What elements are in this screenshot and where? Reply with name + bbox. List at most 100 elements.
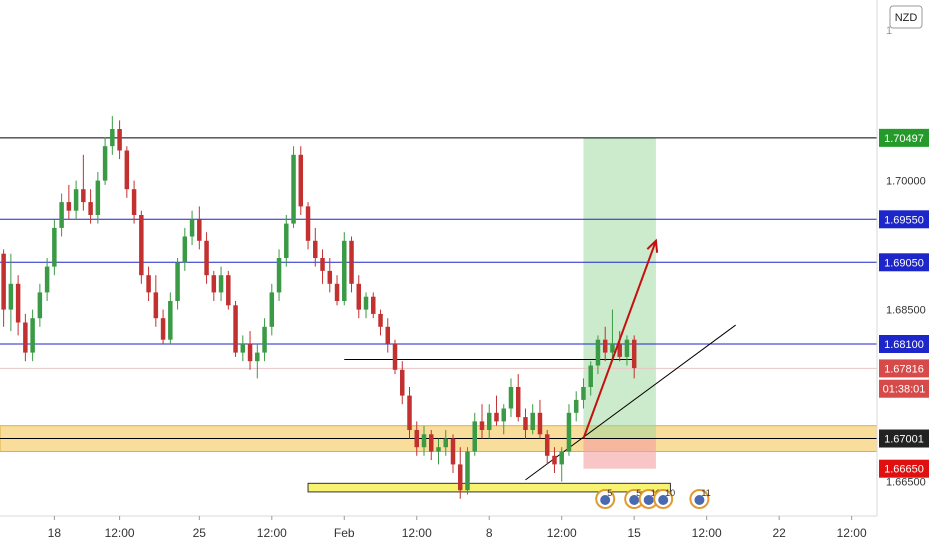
candle-body-82 [595, 339, 601, 366]
candle-body-76 [552, 455, 557, 465]
candle-body-63 [457, 464, 463, 491]
candle-body-53 [385, 326, 391, 344]
price-label-bg [879, 359, 929, 378]
candle-body-29 [211, 275, 217, 293]
price-label-text: 1.70497 [884, 133, 924, 145]
candle-body-33 [240, 344, 246, 353]
candle-body-1 [8, 283, 14, 310]
partial-price-tick-0: 1 [886, 25, 892, 37]
candle-body-8 [59, 202, 64, 228]
price-label-3: 1.68100 [879, 335, 929, 353]
time-tick-4: Feb [334, 526, 355, 540]
candle-body-73 [530, 412, 535, 430]
candle-body-23 [168, 301, 173, 340]
event-marker-4[interactable]: 11 [689, 488, 711, 509]
price-axis-background [877, 0, 932, 550]
price-label-text: 1.69050 [884, 257, 924, 269]
candle-body-24 [175, 262, 180, 301]
event-marker-0[interactable]: 5 [595, 488, 616, 509]
candle-body-19 [139, 215, 144, 276]
price-label-bg [879, 128, 929, 147]
price-label-7: 1.66650 [879, 459, 929, 478]
time-tick-0: 18 [48, 526, 62, 540]
candle-body-64 [465, 451, 470, 491]
candle-body-21 [153, 292, 159, 319]
candle-body-81 [588, 365, 593, 387]
candle-body-37 [269, 292, 275, 327]
candle-body-67 [486, 412, 492, 430]
price-label-text: 1.68100 [884, 339, 924, 351]
projection-arrow-head [646, 238, 659, 253]
horizontal-lines-layer [0, 137, 877, 440]
candles-layer [1, 116, 637, 499]
price-label-bg [879, 429, 929, 448]
long-position-target-zone [583, 137, 656, 439]
candle-body-54 [392, 344, 398, 370]
price-label-bg [879, 253, 929, 272]
candle-body-12 [88, 202, 93, 215]
price-label-5: 01:38:01 [879, 379, 929, 398]
candle-body-20 [146, 275, 151, 293]
time-tick-7: 12:00 [547, 526, 577, 540]
price-label-1: 1.69550 [879, 210, 929, 229]
candle-body-56 [407, 395, 412, 430]
globe-icon [643, 495, 654, 505]
time-tick-9: 12:00 [692, 526, 722, 540]
candle-body-26 [189, 219, 195, 237]
event-marker-count: 5 [607, 488, 612, 498]
candle-body-69 [501, 408, 506, 422]
candle-body-46 [334, 283, 340, 301]
candle-body-80 [581, 387, 586, 400]
candle-body-3 [23, 322, 28, 353]
candle-body-83 [602, 339, 608, 353]
candle-body-84 [610, 344, 615, 353]
candle-body-79 [573, 399, 579, 413]
candle-body-39 [284, 223, 289, 258]
time-tick-6: 8 [486, 526, 493, 540]
candle-body-14 [102, 146, 108, 181]
event-marker-3[interactable]: 10 [653, 488, 675, 509]
candle-body-51 [371, 296, 376, 314]
candle-body-7 [52, 227, 57, 267]
candle-body-86 [624, 339, 630, 357]
candle-body-31 [226, 275, 231, 306]
candle-body-49 [356, 283, 362, 310]
candle-body-27 [197, 219, 202, 241]
globe-icon [600, 495, 611, 505]
candle-body-66 [479, 421, 485, 430]
candle-body-34 [247, 344, 253, 362]
price-label-bg [879, 379, 929, 398]
candle-body-42 [305, 206, 311, 241]
candle-body-41 [298, 154, 304, 207]
event-marker-count: 5 [636, 488, 641, 498]
candle-body-35 [255, 352, 260, 362]
time-tick-1: 12:00 [105, 526, 135, 540]
price-axis[interactable]: 1.700001.685001.6650011.660001.675001.70… [879, 25, 929, 489]
price-label-text: 1.69550 [884, 214, 924, 226]
candle-body-60 [436, 447, 441, 452]
candle-body-43 [313, 240, 318, 258]
candle-body-16 [117, 129, 122, 151]
candle-body-11 [81, 189, 86, 203]
candle-body-65 [472, 421, 477, 452]
candle-body-6 [44, 266, 50, 293]
price-label-text: 1.66650 [884, 464, 924, 476]
candle-body-74 [537, 412, 543, 435]
candle-body-32 [233, 305, 238, 353]
price-label-4: 1.67816 [879, 359, 929, 378]
event-markers-layer[interactable]: 55101011 [595, 488, 711, 509]
projection-arrow-layer [582, 238, 659, 439]
candle-body-22 [160, 318, 166, 340]
price-tick-1: 1.68500 [886, 305, 926, 317]
candle-body-71 [515, 387, 521, 418]
candle-body-15 [110, 129, 115, 147]
price-tick-2: 1.66500 [886, 477, 926, 489]
candle-body-18 [131, 189, 137, 215]
time-axis[interactable]: 18 12:00 25 12:00 Feb 12:00 8 12:00 15 12:00 22 12:… [48, 516, 867, 540]
time-tick-10: 22 [772, 526, 786, 540]
candle-body-50 [363, 296, 369, 310]
candle-body-87 [631, 339, 637, 369]
currency-badge[interactable]: NZD [889, 5, 923, 29]
